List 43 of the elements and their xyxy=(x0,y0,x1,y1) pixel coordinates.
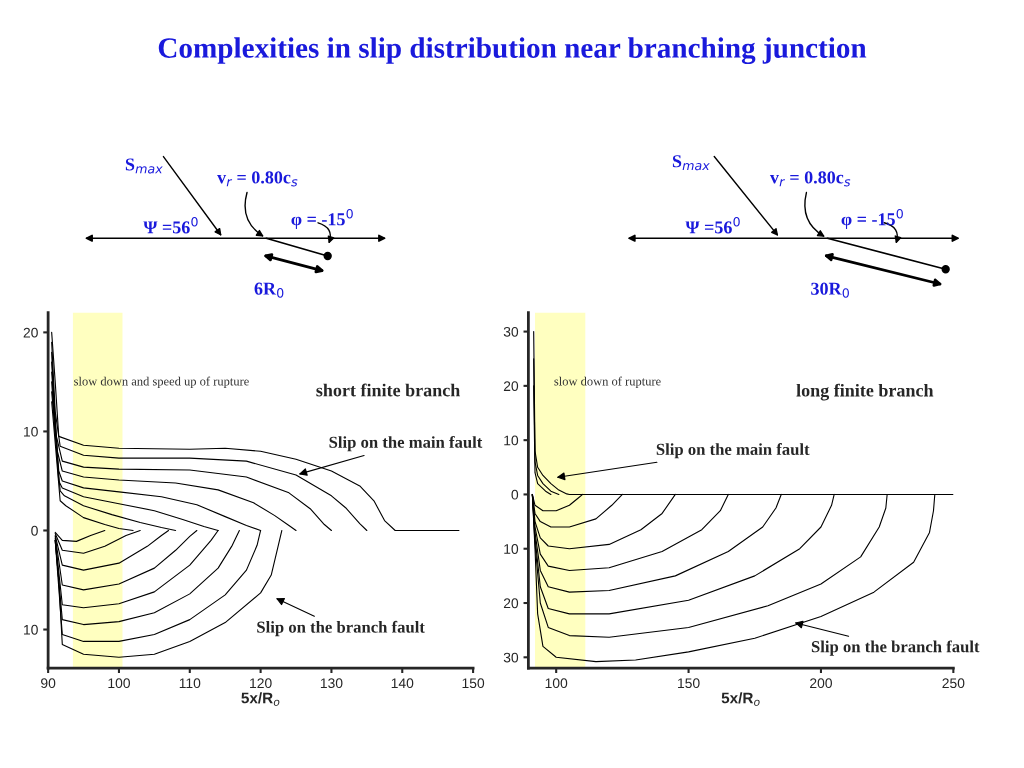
text: Ψ =56$^{0}$ xyxy=(143,216,198,234)
annotation: Slip on the branch fault xyxy=(811,640,980,656)
annotation: long finite branch xyxy=(796,383,934,401)
text: φ = -15$^{0}$ xyxy=(291,208,353,230)
annotation: slow down of rupture xyxy=(554,376,661,389)
text: S$_{max}$ xyxy=(125,158,163,174)
x-axis-title: 5x/R$_{o}$ xyxy=(721,692,760,706)
y-tick-label: 10 xyxy=(504,435,519,446)
x-tick-label: 100 xyxy=(108,678,130,689)
annotation: slow down and speed up of rupture xyxy=(74,376,249,389)
annotation: short finite branch xyxy=(316,383,461,397)
text: Ψ =56$^{0}$ xyxy=(685,216,740,234)
x-tick-label: 110 xyxy=(179,678,201,689)
y-tick-label: 10 xyxy=(24,426,38,437)
x-tick-label: 150 xyxy=(462,678,485,689)
text: S$_{max}$ xyxy=(672,155,710,171)
y-tick-label: 30 xyxy=(503,326,519,337)
x-tick-label: 90 xyxy=(41,678,56,689)
y-tick-label: 10 xyxy=(504,544,519,554)
x-tick-label: 200 xyxy=(810,678,832,689)
chart-title: Complexities in slip distribution near branching junction xyxy=(158,37,867,65)
x-tick-label: 140 xyxy=(391,678,414,689)
y-tick-label: 0 xyxy=(511,489,519,500)
x-tick-label: 130 xyxy=(320,678,343,689)
y-tick-label: 0 xyxy=(31,525,38,536)
x-tick-label: 250 xyxy=(942,678,965,689)
annotation: Slip on the branch fault xyxy=(257,620,425,637)
text: 6R$_{0}$ xyxy=(254,282,284,298)
x-axis-title: 5x/R$_{o}$ xyxy=(241,692,280,706)
y-tick-label: 30 xyxy=(503,652,519,663)
annotation: Slip on the main fault xyxy=(656,443,810,459)
y-tick-label: 10 xyxy=(24,624,38,635)
text: 30R$_{0}$ xyxy=(811,282,849,298)
y-tick-label: 20 xyxy=(503,381,519,392)
annotation: Slip on the main fault xyxy=(329,435,483,452)
x-tick-label: 120 xyxy=(250,678,272,689)
x-tick-label: 150 xyxy=(678,678,700,689)
y-tick-label: 20 xyxy=(23,327,38,338)
text: v$_{r}$ = 0.80c$_{s}$ xyxy=(769,171,851,187)
x-tick-label: 100 xyxy=(545,678,568,689)
y-tick-label: 20 xyxy=(503,598,519,609)
text: v$_{r}$ = 0.80c$_{s}$ xyxy=(217,171,298,187)
text: φ = -15$^{0}$ xyxy=(841,208,903,230)
